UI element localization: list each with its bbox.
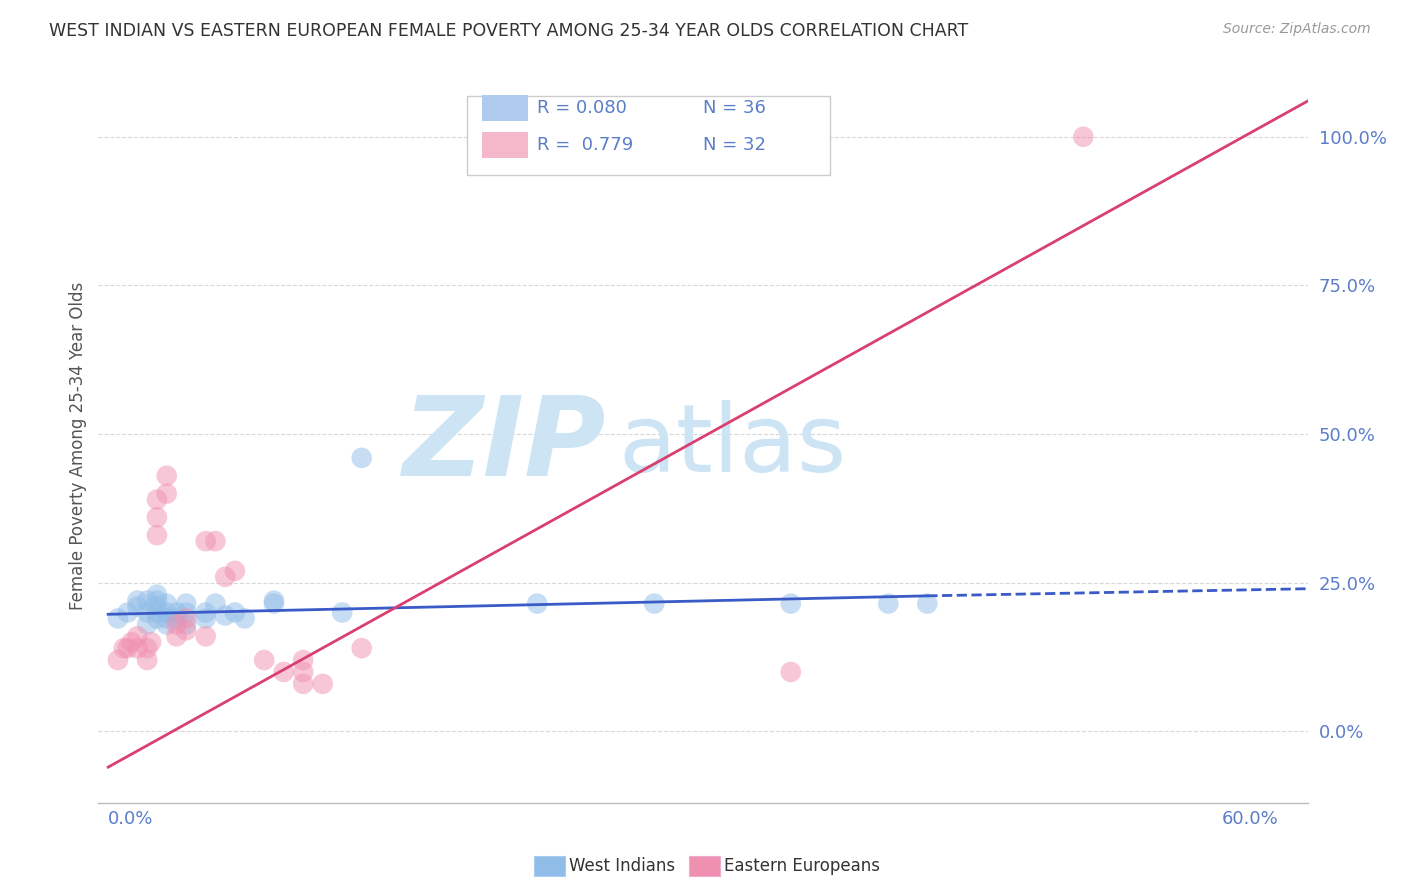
Point	[146, 593, 169, 607]
Point	[292, 653, 315, 667]
Point	[112, 641, 135, 656]
Point	[146, 606, 169, 620]
Point	[233, 611, 256, 625]
Point	[165, 611, 187, 625]
Point	[165, 617, 187, 632]
Point	[156, 606, 179, 620]
Text: R =  0.779: R = 0.779	[537, 136, 634, 153]
Point	[146, 599, 169, 614]
Point	[136, 606, 159, 620]
Point	[779, 665, 801, 679]
Point	[214, 608, 236, 623]
Point	[156, 617, 179, 632]
Point	[194, 534, 217, 549]
Point	[174, 624, 197, 638]
Point	[156, 611, 179, 625]
Point	[526, 597, 548, 611]
Point	[121, 635, 143, 649]
Point	[127, 599, 149, 614]
Point	[165, 629, 187, 643]
Point	[127, 629, 149, 643]
Point	[263, 593, 285, 607]
Text: 0.0%: 0.0%	[108, 810, 153, 828]
Text: 60.0%: 60.0%	[1222, 810, 1278, 828]
Text: atlas: atlas	[619, 400, 846, 492]
Point	[117, 606, 139, 620]
Text: N = 32: N = 32	[703, 136, 766, 153]
Point	[350, 641, 373, 656]
Point	[174, 611, 197, 625]
Point	[877, 597, 900, 611]
Point	[204, 534, 226, 549]
Point	[146, 528, 169, 542]
Point	[194, 611, 217, 625]
Point	[273, 665, 295, 679]
Point	[146, 588, 169, 602]
Point	[224, 564, 246, 578]
Point	[117, 641, 139, 656]
Point	[146, 492, 169, 507]
Point	[253, 653, 276, 667]
Point	[107, 611, 129, 625]
Point	[156, 486, 179, 500]
Point	[292, 665, 315, 679]
Point	[174, 617, 197, 632]
Point	[174, 597, 197, 611]
Point	[107, 653, 129, 667]
Point	[1071, 129, 1094, 144]
Point	[136, 617, 159, 632]
Bar	[482, 132, 527, 158]
Text: WEST INDIAN VS EASTERN EUROPEAN FEMALE POVERTY AMONG 25-34 YEAR OLDS CORRELATION: WEST INDIAN VS EASTERN EUROPEAN FEMALE P…	[49, 22, 969, 40]
Point	[214, 570, 236, 584]
Point	[139, 635, 162, 649]
Text: ZIP: ZIP	[402, 392, 606, 500]
Point	[194, 606, 217, 620]
Point	[330, 606, 353, 620]
Point	[224, 606, 246, 620]
Point	[156, 597, 179, 611]
Y-axis label: Female Poverty Among 25-34 Year Olds: Female Poverty Among 25-34 Year Olds	[69, 282, 87, 610]
Text: Eastern Europeans: Eastern Europeans	[724, 857, 880, 875]
Point	[127, 641, 149, 656]
Point	[779, 597, 801, 611]
Point	[165, 606, 187, 620]
Point	[292, 677, 315, 691]
Text: R = 0.080: R = 0.080	[537, 99, 627, 117]
Point	[917, 597, 939, 611]
Point	[136, 653, 159, 667]
Point	[136, 641, 159, 656]
Point	[146, 611, 169, 625]
Text: West Indians: West Indians	[569, 857, 675, 875]
Point	[156, 468, 179, 483]
Text: Source: ZipAtlas.com: Source: ZipAtlas.com	[1223, 22, 1371, 37]
Point	[136, 593, 159, 607]
Point	[643, 597, 665, 611]
Point	[204, 597, 226, 611]
Point	[263, 597, 285, 611]
Point	[127, 593, 149, 607]
Point	[174, 606, 197, 620]
Point	[312, 677, 335, 691]
Point	[194, 629, 217, 643]
Point	[146, 510, 169, 524]
FancyBboxPatch shape	[467, 96, 830, 175]
Point	[350, 450, 373, 465]
Bar	[482, 95, 527, 120]
Text: N = 36: N = 36	[703, 99, 766, 117]
